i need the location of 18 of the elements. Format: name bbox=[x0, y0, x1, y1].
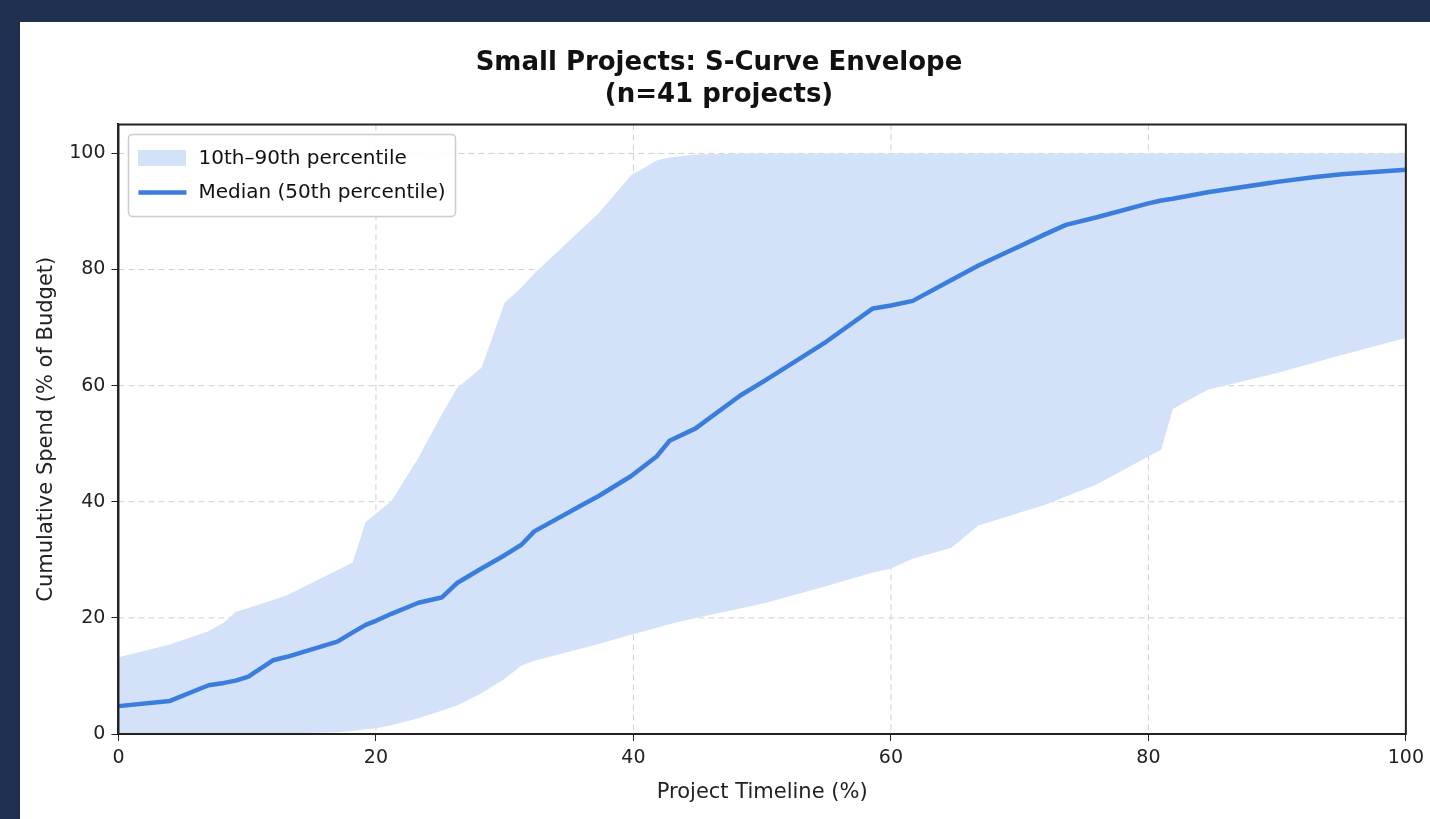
y-tick-label: 80 bbox=[81, 256, 106, 279]
y-tick-label: 100 bbox=[69, 140, 106, 163]
x-tick-label: 80 bbox=[1136, 745, 1161, 768]
x-tick-label: 40 bbox=[621, 745, 646, 768]
y-tick-label: 20 bbox=[81, 604, 106, 627]
y-axis-title: Cumulative Spend (% of Budget) bbox=[33, 256, 58, 602]
chart-title: Small Projects: S-Curve Envelope bbox=[475, 46, 963, 77]
x-tick-label: 20 bbox=[363, 745, 389, 768]
y-tick-label: 60 bbox=[81, 372, 106, 395]
x-tick-label: 60 bbox=[878, 745, 903, 768]
x-axis-title: Project Timeline (%) bbox=[656, 778, 868, 803]
annotation: 10th–90th percentile bbox=[198, 144, 407, 169]
y-tick-label: 40 bbox=[81, 488, 106, 511]
x-tick-label: 0 bbox=[112, 745, 125, 768]
y-tick-label: 0 bbox=[93, 720, 106, 743]
legend-label: Median (50th percentile) bbox=[198, 178, 446, 203]
chart-subtitle: (n=41 projects) bbox=[604, 77, 834, 108]
x-tick-label: 100 bbox=[1387, 745, 1424, 768]
